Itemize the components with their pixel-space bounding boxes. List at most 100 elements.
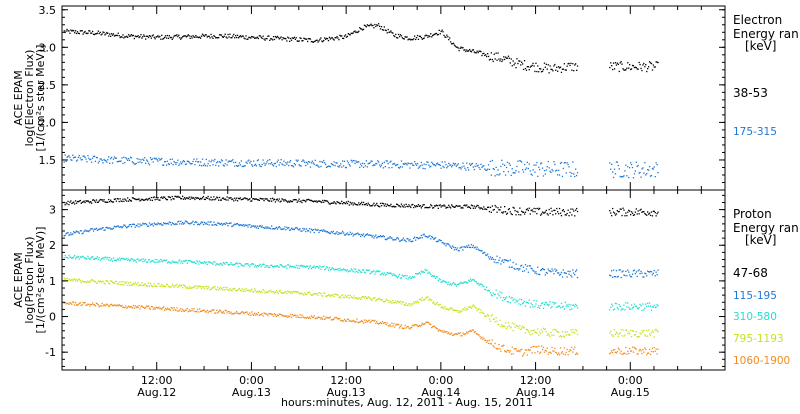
data-point xyxy=(207,195,209,198)
data-point xyxy=(561,175,564,178)
data-point xyxy=(219,310,222,312)
data-point xyxy=(233,33,235,36)
data-point xyxy=(502,59,504,61)
data-point xyxy=(619,332,621,334)
data-point xyxy=(101,257,103,260)
data-point xyxy=(219,161,222,164)
data-point xyxy=(635,208,637,210)
data-point xyxy=(576,269,578,271)
data-point xyxy=(266,38,268,40)
data-point xyxy=(227,161,229,163)
data-point xyxy=(202,262,205,264)
data-point xyxy=(156,36,158,38)
data-point xyxy=(111,34,114,36)
data-point xyxy=(225,222,227,224)
data-point xyxy=(490,315,492,317)
data-point xyxy=(632,270,635,272)
data-point xyxy=(140,284,142,286)
data-point xyxy=(164,260,167,262)
data-point xyxy=(184,286,187,288)
data-point xyxy=(317,41,319,43)
data-point xyxy=(117,32,119,34)
data-point xyxy=(313,163,315,165)
data-point xyxy=(612,276,614,278)
data-point xyxy=(416,34,419,37)
data-point xyxy=(611,65,613,67)
data-point xyxy=(381,202,384,204)
data-point xyxy=(617,275,619,278)
data-point xyxy=(302,316,304,318)
data-point xyxy=(368,319,370,321)
data-point xyxy=(634,273,636,275)
data-point xyxy=(504,322,507,324)
data-point xyxy=(618,168,620,170)
data-point xyxy=(213,261,215,263)
data-point xyxy=(653,269,655,272)
data-point xyxy=(85,158,87,160)
data-point xyxy=(94,228,97,230)
data-point xyxy=(210,196,212,198)
data-point xyxy=(94,160,97,162)
data-point xyxy=(302,40,304,42)
data-point xyxy=(137,281,139,284)
data-point xyxy=(400,35,403,37)
data-point xyxy=(134,305,136,307)
data-point xyxy=(140,34,142,36)
data-point xyxy=(503,171,505,173)
data-point xyxy=(168,308,170,310)
data-point xyxy=(135,283,137,285)
data-point xyxy=(286,226,288,228)
data-point xyxy=(242,290,244,292)
data-point xyxy=(147,282,150,284)
data-point xyxy=(77,231,80,233)
data-point xyxy=(292,199,295,201)
data-point xyxy=(101,33,103,35)
data-point xyxy=(250,289,252,292)
data-point xyxy=(98,281,100,283)
data-point xyxy=(218,311,220,313)
data-point xyxy=(172,285,174,287)
data-point xyxy=(612,305,614,307)
data-point xyxy=(508,325,510,327)
data-point xyxy=(346,202,349,205)
data-point xyxy=(524,332,527,334)
data-point xyxy=(110,258,113,260)
data-point xyxy=(618,269,620,271)
data-point xyxy=(633,66,636,69)
data-point xyxy=(245,35,247,37)
data-point xyxy=(112,33,115,35)
data-point xyxy=(478,308,480,310)
data-point xyxy=(101,302,103,305)
data-point xyxy=(510,174,512,176)
data-point xyxy=(307,291,310,294)
data-point xyxy=(303,37,305,39)
data-point xyxy=(425,206,427,209)
data-point xyxy=(638,269,640,271)
data-point xyxy=(273,265,276,267)
data-point xyxy=(492,60,494,63)
data-point xyxy=(149,157,152,159)
data-point xyxy=(329,166,331,168)
data-point xyxy=(529,306,531,308)
data-point xyxy=(511,65,513,67)
data-point xyxy=(63,257,65,259)
data-point xyxy=(520,265,522,267)
data-point xyxy=(609,162,611,164)
data-point xyxy=(429,298,431,300)
data-point xyxy=(212,37,214,39)
data-point xyxy=(464,307,466,309)
data-point xyxy=(446,308,448,310)
data-point xyxy=(380,205,383,207)
data-point xyxy=(513,172,515,174)
data-point xyxy=(338,39,340,41)
data-point xyxy=(234,312,236,314)
data-point xyxy=(414,302,416,304)
data-point xyxy=(191,221,193,224)
data-point xyxy=(367,234,369,236)
data-point xyxy=(323,159,325,162)
data-point xyxy=(478,334,480,336)
data-point xyxy=(630,68,633,70)
data-point xyxy=(345,201,348,203)
data-point xyxy=(344,320,347,322)
data-point xyxy=(361,320,364,323)
